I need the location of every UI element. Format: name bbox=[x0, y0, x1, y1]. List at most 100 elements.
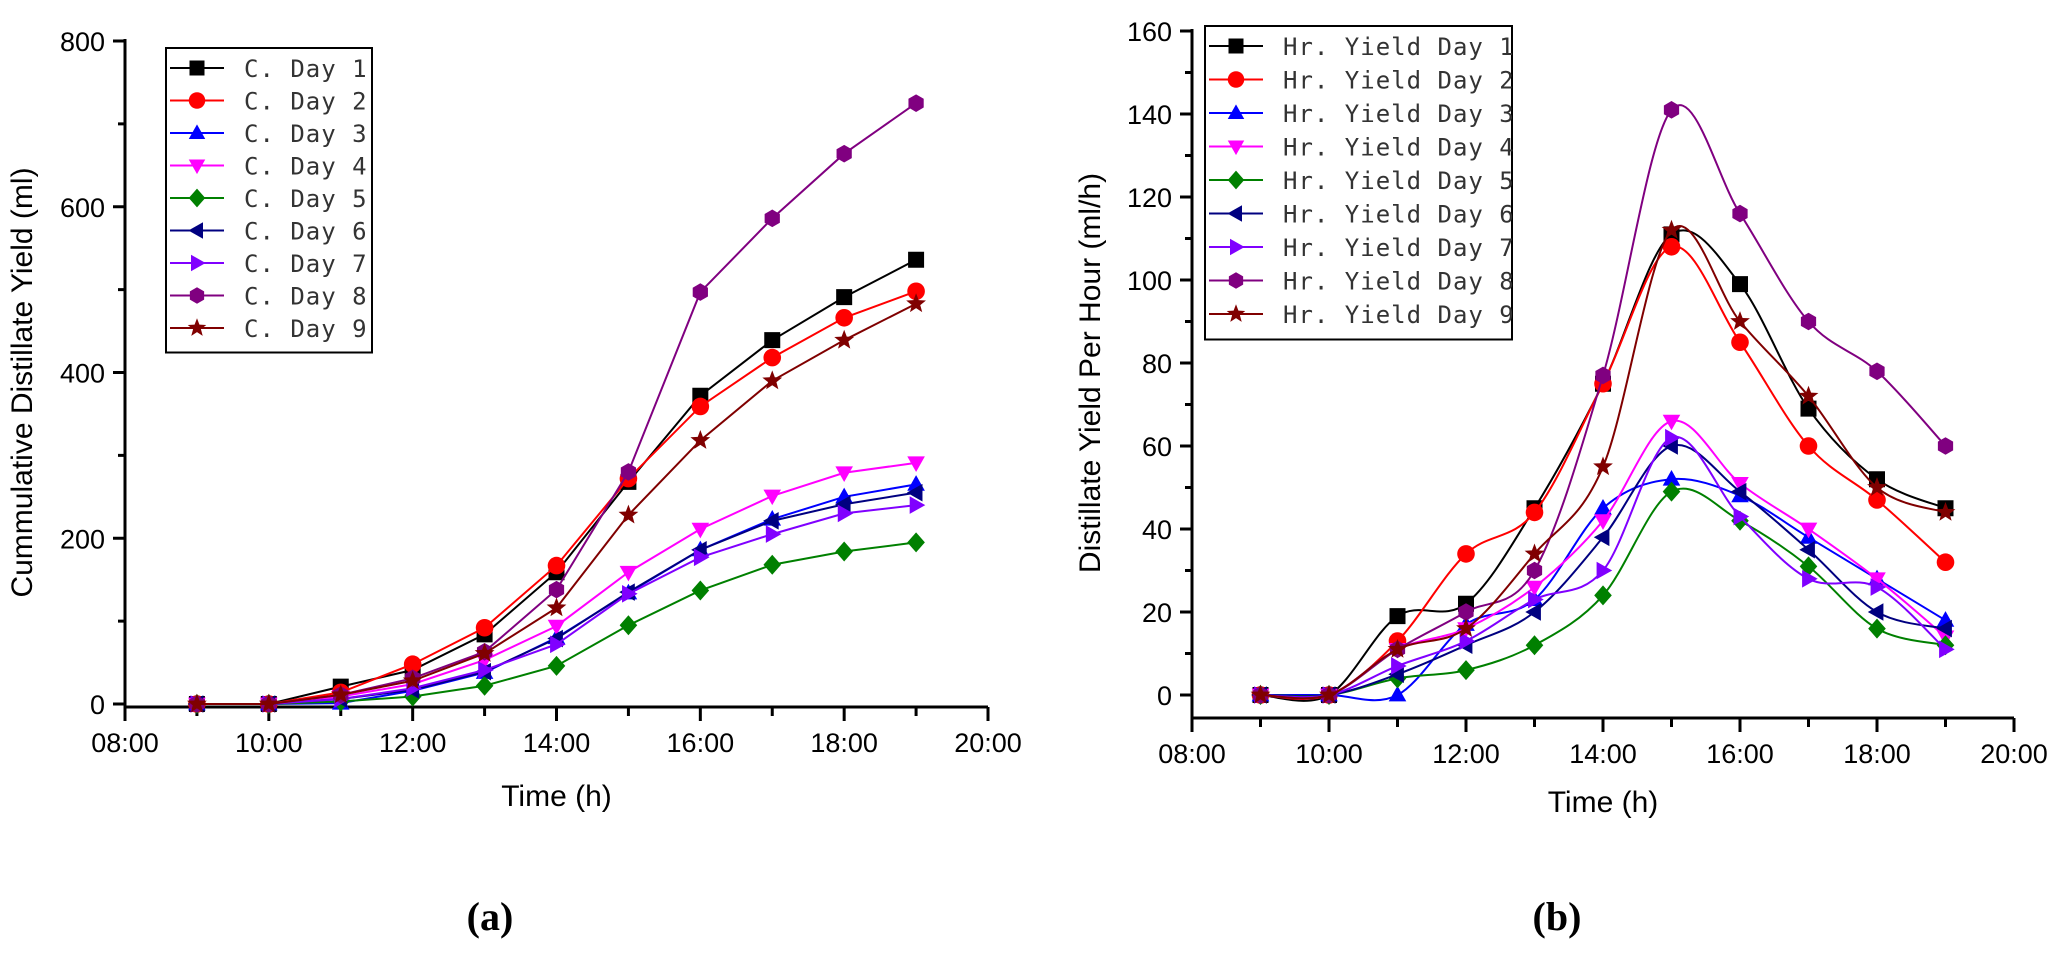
x-tick-label: 18:00 bbox=[810, 728, 878, 758]
triangle-right-marker-icon bbox=[191, 254, 206, 272]
legend-item: Hr. Yield Day 2 bbox=[1209, 67, 1515, 95]
x-tick-label: 16:00 bbox=[1706, 739, 1774, 769]
legend-label: Hr. Yield Day 5 bbox=[1283, 167, 1515, 195]
data-point bbox=[475, 675, 494, 696]
data-point bbox=[1456, 618, 1476, 638]
legend-item: Hr. Yield Day 1 bbox=[1209, 33, 1514, 61]
data-point bbox=[764, 209, 780, 228]
data-point bbox=[691, 397, 710, 416]
y-axis-title: Distillate Yield Per Hour (ml/h) bbox=[1074, 173, 1107, 573]
panel-label: (a) bbox=[467, 894, 514, 939]
legend-item: C. Day 3 bbox=[170, 120, 368, 148]
data-point bbox=[906, 293, 926, 313]
data-point bbox=[619, 615, 638, 636]
data-point bbox=[692, 283, 708, 301]
x-axis-title: Time (h) bbox=[501, 780, 612, 813]
data-point bbox=[1458, 603, 1474, 621]
data-point bbox=[622, 584, 638, 603]
x-tick-label: 20:00 bbox=[1980, 739, 2048, 769]
data-point bbox=[764, 332, 781, 349]
data-point bbox=[1662, 481, 1681, 502]
data-point bbox=[907, 456, 925, 473]
data-point bbox=[690, 430, 711, 449]
data-point bbox=[908, 94, 924, 112]
y-tick-label: 0 bbox=[90, 690, 105, 720]
data-point bbox=[1526, 561, 1543, 580]
y-tick-label: 20 bbox=[1142, 598, 1172, 628]
x-tick-label: 12:00 bbox=[1432, 739, 1500, 769]
data-point bbox=[1595, 366, 1611, 385]
data-point bbox=[550, 635, 566, 654]
x-tick-label: 16:00 bbox=[667, 728, 735, 758]
data-point bbox=[763, 554, 782, 575]
legend-item: C. Day 4 bbox=[170, 153, 368, 181]
legend-item: Hr. Yield Day 6 bbox=[1209, 201, 1514, 229]
data-point bbox=[620, 463, 637, 481]
data-point bbox=[1388, 685, 1407, 702]
legend: C. Day 1 C. Day 2 C. Day 3 C. Day 4 C. Day 5… bbox=[165, 47, 373, 354]
data-point bbox=[1867, 603, 1884, 621]
data-point bbox=[1388, 665, 1404, 684]
legend-label: Hr. Yield Day 8 bbox=[1283, 268, 1515, 296]
legend-label: Hr. Yield Day 2 bbox=[1283, 67, 1515, 95]
y-tick-label: 140 bbox=[1127, 100, 1172, 130]
y-tick-label: 400 bbox=[60, 359, 105, 389]
data-point bbox=[763, 348, 782, 367]
data-point bbox=[837, 504, 854, 523]
legend-item: C. Day 9 bbox=[170, 315, 367, 343]
data-point bbox=[762, 370, 783, 390]
legend-item: Hr. Yield Day 3 bbox=[1209, 100, 1514, 128]
data-point bbox=[1800, 400, 1817, 417]
data-point bbox=[836, 289, 853, 306]
legend-item: C. Day 5 bbox=[170, 185, 368, 213]
legend-label: C. Day 5 bbox=[244, 185, 368, 213]
data-point bbox=[1662, 238, 1681, 256]
data-point bbox=[478, 661, 494, 679]
data-point bbox=[836, 144, 852, 163]
data-point bbox=[1459, 632, 1476, 650]
data-point bbox=[1596, 561, 1613, 580]
square-marker-icon bbox=[1228, 38, 1244, 54]
data-point bbox=[1799, 540, 1815, 559]
data-point bbox=[1594, 499, 1612, 515]
legend-item: C. Day 8 bbox=[170, 283, 367, 311]
legend-label: Hr. Yield Day 7 bbox=[1283, 234, 1515, 262]
circle-marker-icon bbox=[188, 92, 206, 109]
legend-label: C. Day 6 bbox=[244, 218, 368, 246]
data-point bbox=[1457, 660, 1475, 681]
data-point bbox=[834, 495, 851, 514]
x-tick-label: 08:00 bbox=[1158, 739, 1226, 769]
legend-label: C. Day 3 bbox=[244, 120, 368, 148]
data-point bbox=[1662, 470, 1681, 486]
series-line bbox=[1260, 487, 1946, 698]
data-point bbox=[1662, 437, 1678, 455]
legend-label: C. Day 7 bbox=[244, 250, 368, 278]
data-point bbox=[1732, 204, 1748, 223]
data-point bbox=[1391, 657, 1407, 675]
star-marker-icon bbox=[1226, 304, 1246, 322]
data-point bbox=[1802, 570, 1818, 588]
data-point bbox=[1935, 502, 1956, 521]
data-point bbox=[618, 504, 639, 524]
legend-item: Hr. Yield Day 9 bbox=[1209, 301, 1514, 329]
diamond-marker-icon bbox=[188, 188, 206, 208]
y-tick-label: 600 bbox=[60, 193, 105, 223]
data-point bbox=[835, 466, 853, 482]
data-point bbox=[1730, 482, 1747, 501]
triangle-down-marker-icon bbox=[1227, 140, 1245, 156]
data-point bbox=[1868, 491, 1886, 509]
data-point bbox=[330, 684, 351, 704]
data-point bbox=[548, 580, 565, 599]
y-tick-label: 40 bbox=[1142, 515, 1172, 545]
diamond-marker-icon bbox=[1227, 170, 1245, 190]
data-point bbox=[763, 512, 779, 530]
hexagon-marker-icon bbox=[189, 287, 205, 304]
data-point bbox=[908, 251, 925, 268]
legend-label: C. Day 4 bbox=[244, 153, 368, 181]
x-tick-label: 08:00 bbox=[91, 728, 159, 758]
data-point bbox=[763, 489, 782, 506]
data-point bbox=[1731, 476, 1749, 493]
data-point bbox=[907, 282, 925, 301]
data-point bbox=[834, 329, 855, 349]
